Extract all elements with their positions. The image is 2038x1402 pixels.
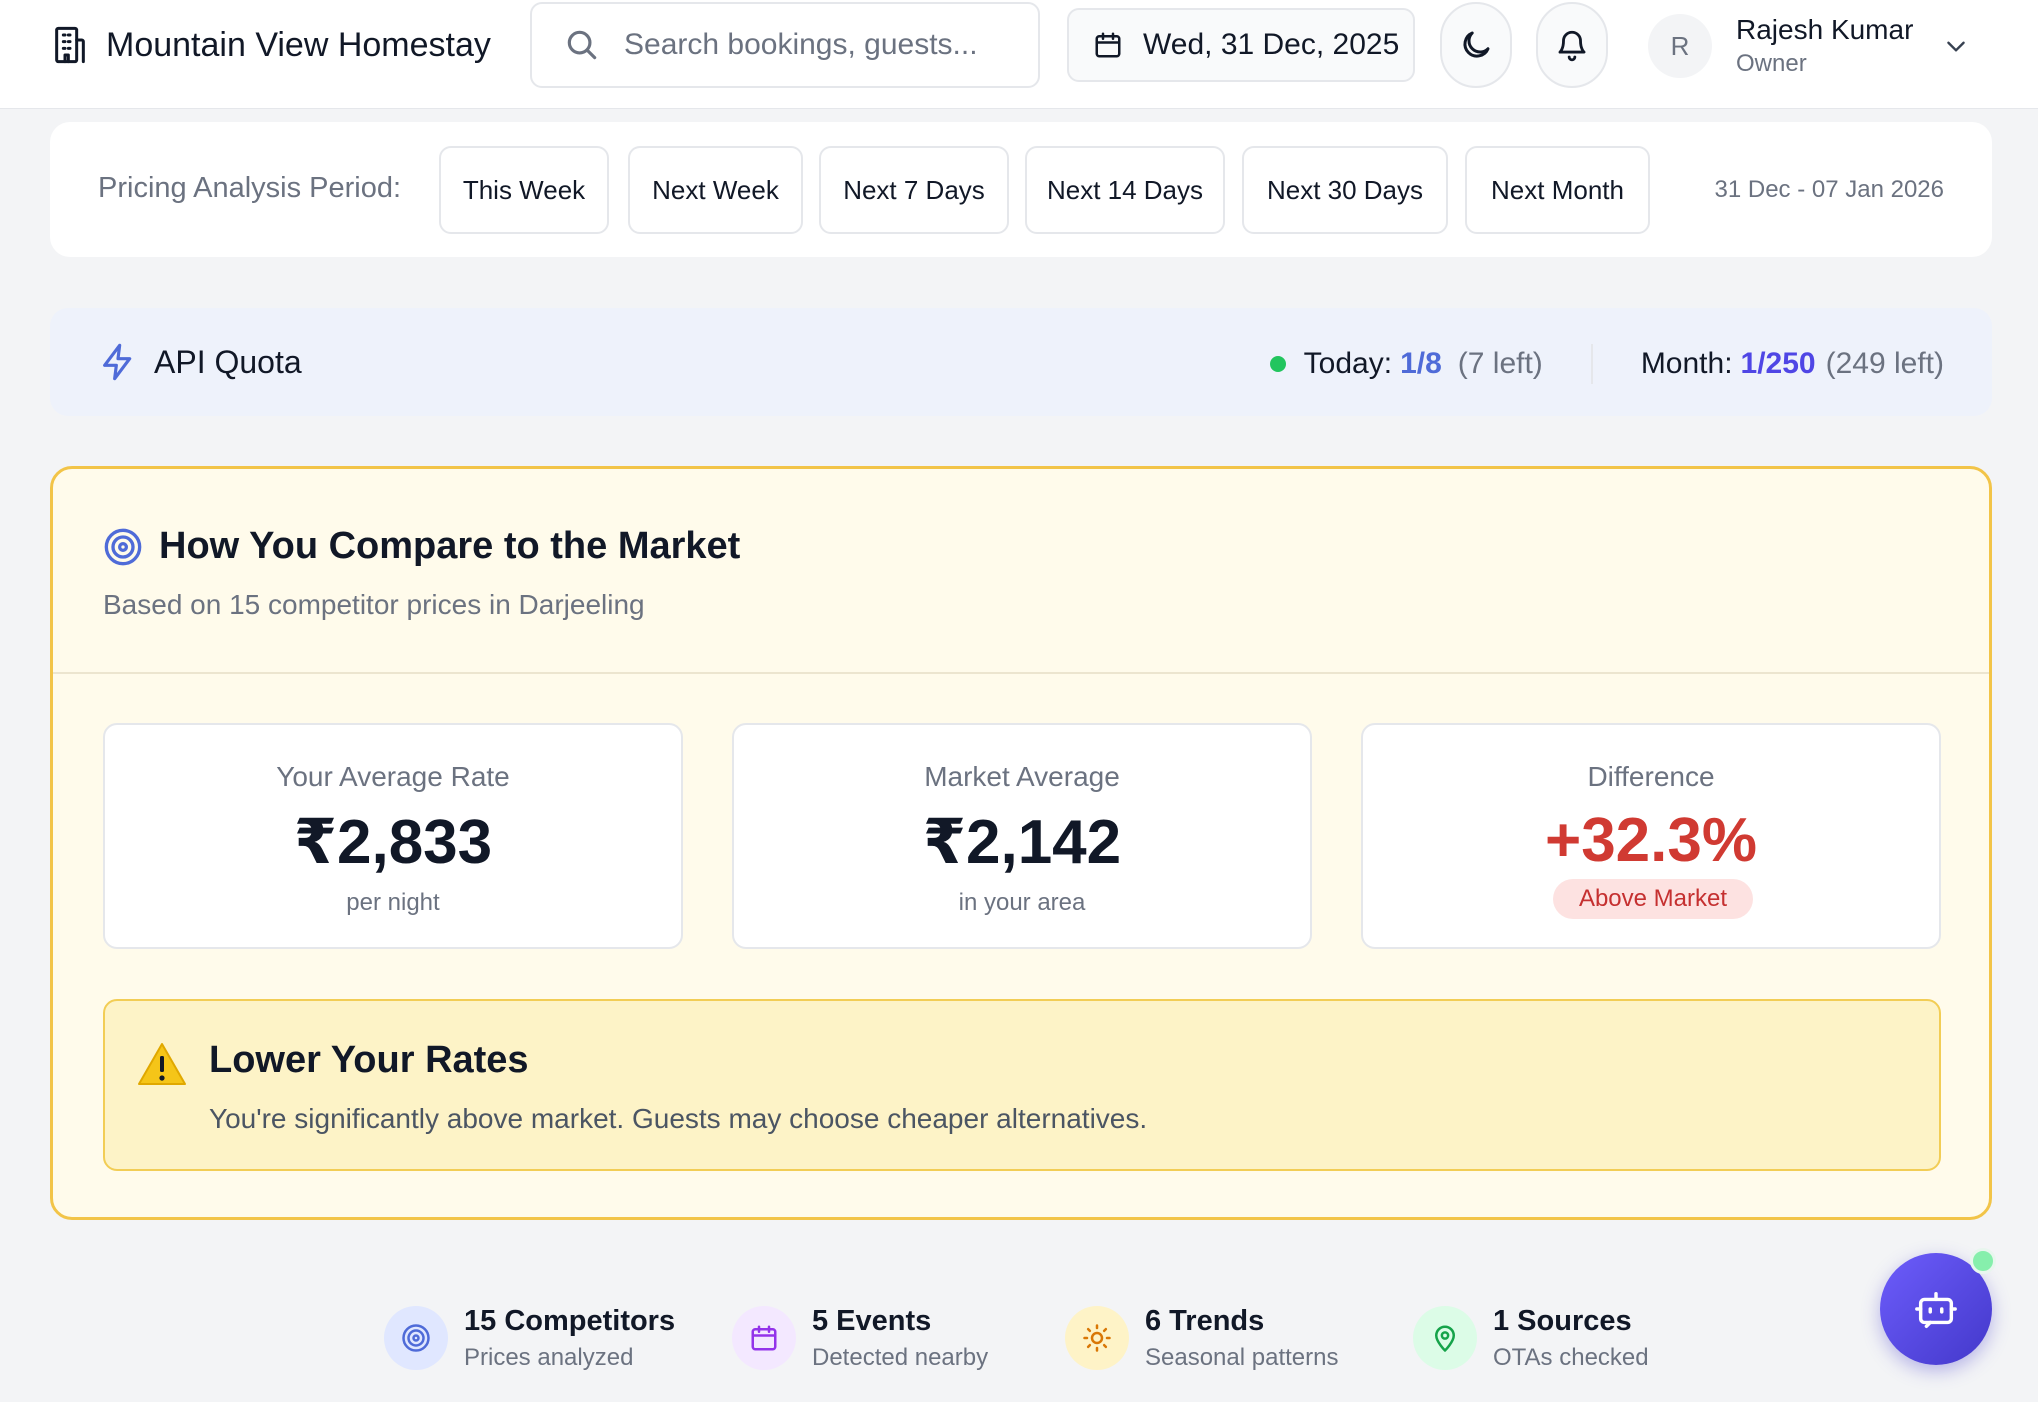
user-menu[interactable]: R Rajesh Kumar Owner (1648, 6, 1969, 86)
period-next-14-days-button[interactable]: Next 14 Days (1025, 146, 1225, 234)
lightning-icon (98, 342, 138, 382)
quota-today-left: (7 left) (1457, 347, 1543, 380)
stat-subtitle: Detected nearby (812, 1343, 989, 1371)
avatar: R (1648, 14, 1712, 78)
status-dot (1269, 356, 1286, 372)
competitors-stat: 15 Competitors Prices analyzed (384, 1300, 675, 1376)
api-quota-bar: API Quota Today: 1/8 (7 left) Month: 1/2… (50, 308, 1992, 416)
warning-title: Lower Your Rates (209, 1039, 529, 1081)
comparison-subtitle: Based on 15 competitor prices in Darjeel… (103, 589, 645, 620)
quota-month-left: (249 left) (1825, 347, 1944, 380)
period-date-range: 31 Dec - 07 Jan 2026 (1714, 176, 1945, 203)
moon-icon (1458, 27, 1494, 63)
sources-stat: 1 Sources OTAs checked (1413, 1300, 1649, 1376)
quota-usage: Today: 1/8 (7 left) Month: 1/250 (249 le… (1269, 344, 1944, 384)
stat-label: Difference (1587, 761, 1715, 792)
market-average-card: Market Average ₹2,142 in your area (732, 723, 1312, 949)
robot-icon (1913, 1286, 1959, 1332)
warning-icon (137, 1041, 187, 1087)
status-badge: Above Market (1553, 879, 1753, 919)
stat-title: 5 Events (812, 1304, 932, 1337)
search-input[interactable] (624, 28, 1024, 62)
date-picker[interactable]: Wed, 31 Dec, 2025 (1067, 8, 1415, 82)
search-icon (562, 25, 602, 65)
difference-card: Difference +32.3% Above Market (1361, 723, 1941, 949)
rate-warning-alert: Lower Your Rates You're significantly ab… (103, 999, 1941, 1171)
stat-subtitle: Seasonal patterns (1145, 1343, 1339, 1371)
stat-title: 6 Trends (1145, 1304, 1265, 1337)
stat-subtitle: Prices analyzed (464, 1343, 634, 1371)
your-average-rate-value: ₹2,833 (293, 808, 493, 877)
app-name: Mountain View Homestay (106, 25, 491, 64)
search-box[interactable] (530, 2, 1040, 88)
bell-icon (1555, 28, 1589, 62)
period-label: Pricing Analysis Period: (98, 172, 402, 204)
calendar-icon (732, 1306, 796, 1370)
quota-today-label: Today: (1303, 347, 1393, 380)
user-role: Owner (1736, 50, 1807, 77)
sun-icon (1065, 1306, 1129, 1370)
stat-subtitle: OTAs checked (1493, 1343, 1649, 1371)
stat-label: Your Average Rate (276, 761, 510, 792)
quota-month-value: 1/250 (1740, 347, 1816, 380)
quota-today-value: 1/8 (1400, 347, 1442, 380)
stat-title: 15 Competitors (464, 1304, 676, 1337)
warning-text: You're significantly above market. Guest… (209, 1103, 1148, 1134)
stat-unit: per night (346, 889, 440, 916)
market-average-value: ₹2,142 (922, 808, 1122, 877)
current-date: Wed, 31 Dec, 2025 (1143, 28, 1400, 61)
divider (53, 672, 1989, 674)
your-average-rate-card: Your Average Rate ₹2,833 per night (103, 723, 683, 949)
dark-mode-toggle[interactable] (1440, 2, 1512, 88)
brand[interactable]: Mountain View Homestay (50, 22, 491, 68)
period-next-7-days-button[interactable]: Next 7 Days (819, 146, 1009, 234)
difference-value: +32.3% (1544, 806, 1757, 875)
period-next-month-button[interactable]: Next Month (1465, 146, 1650, 234)
target-icon (384, 1306, 448, 1370)
user-name: Rajesh Kumar (1736, 14, 1914, 45)
stat-title: 1 Sources (1493, 1304, 1632, 1337)
pricing-period-bar: Pricing Analysis Period: This Week Next … (50, 122, 1992, 257)
top-header: Mountain View Homestay Wed, 31 Dec, 2025 (0, 0, 2038, 109)
target-icon (103, 527, 143, 567)
period-next-30-days-button[interactable]: Next 30 Days (1242, 146, 1448, 234)
events-stat: 5 Events Detected nearby (732, 1300, 988, 1376)
quota-title: API Quota (154, 344, 302, 380)
map-pin-icon (1413, 1306, 1477, 1370)
comparison-title: How You Compare to the Market (159, 525, 741, 567)
online-status-dot (1970, 1248, 1996, 1274)
building-icon (50, 25, 90, 65)
chat-assistant-button[interactable] (1880, 1253, 1992, 1365)
calendar-icon (1093, 30, 1123, 60)
period-this-week-button[interactable]: This Week (439, 146, 609, 234)
quota-month-label: Month: (1640, 347, 1733, 380)
stat-label: Market Average (924, 761, 1120, 792)
market-comparison-card: How You Compare to the Market Based on 1… (50, 466, 1992, 1220)
divider (1590, 344, 1593, 384)
notifications-button[interactable] (1536, 2, 1608, 88)
stat-unit: in your area (958, 889, 1086, 916)
chevron-down-icon (1943, 33, 1969, 59)
trends-stat: 6 Trends Seasonal patterns (1065, 1300, 1338, 1376)
period-next-week-button[interactable]: Next Week (628, 146, 803, 234)
